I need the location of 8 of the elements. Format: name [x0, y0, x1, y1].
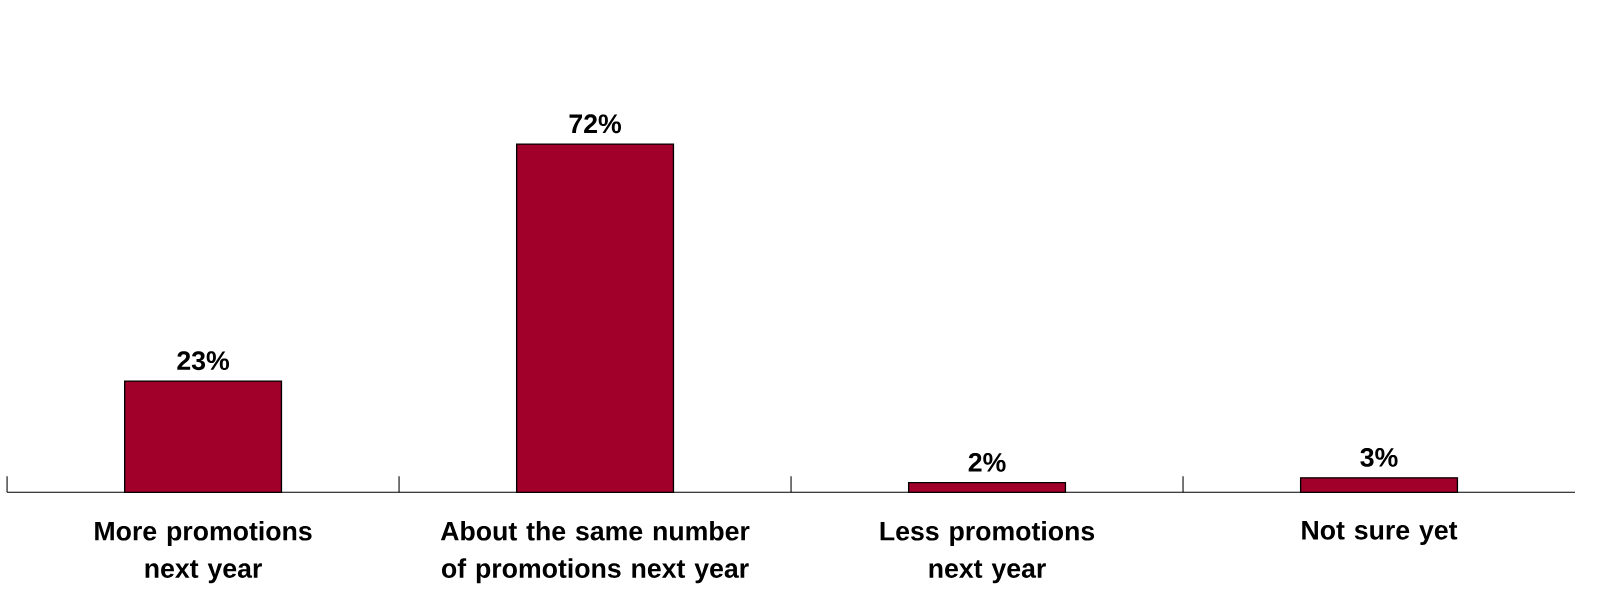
data-label: 3% [1360, 447, 1398, 467]
data-label: 2% [968, 452, 1006, 472]
x-tick-label: Less promotions next year [880, 521, 1095, 584]
data-label: 72% [569, 114, 622, 134]
data-label: 23% [177, 351, 230, 371]
x-tick-label: About the same number of promotions next year [440, 521, 750, 584]
x-tick-label: More promotions next year [95, 521, 312, 584]
x-tick-label: Not sure yet [1302, 521, 1458, 545]
